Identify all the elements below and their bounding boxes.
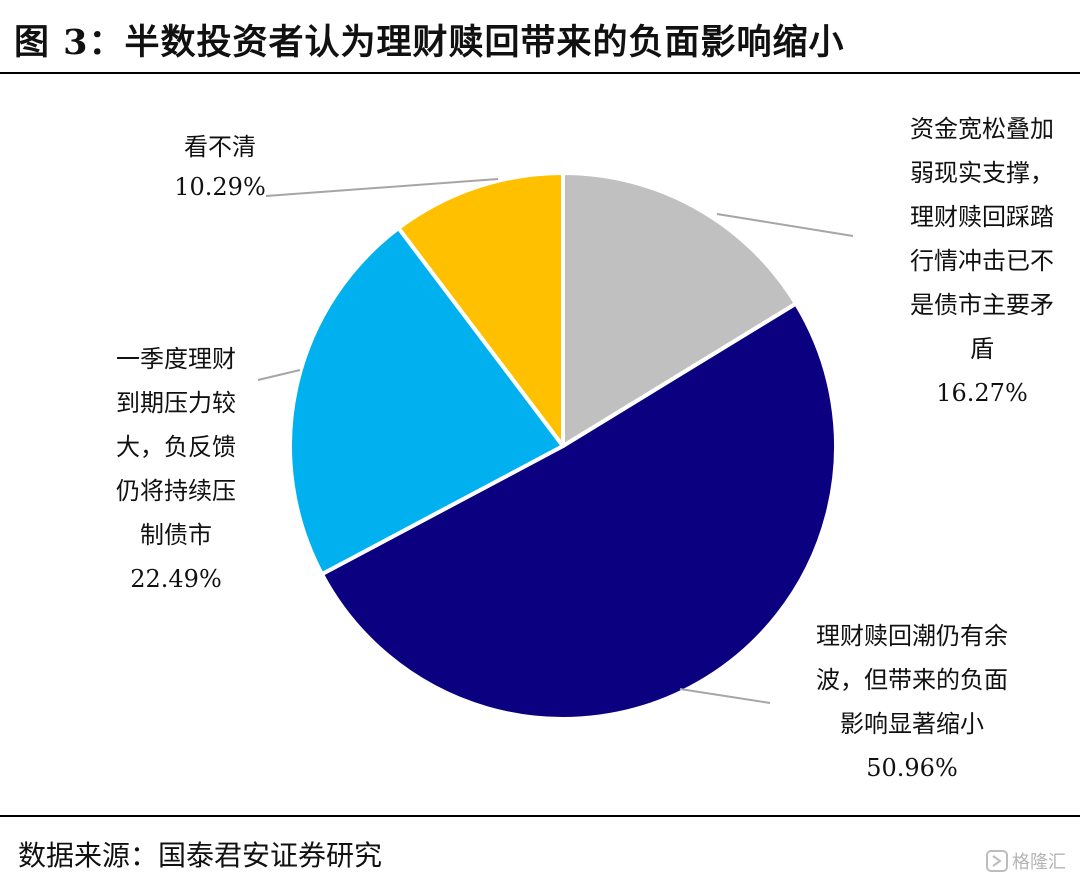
slice-label-1: 资金宽松叠加弱现实支撑， 理财赎回踩踏行情冲击已不是债市主要矛盾 16.27% (910, 115, 1054, 407)
chart-title: 图 3：半数投资者认为理财赎回带来的负面影响缩小 (14, 22, 845, 63)
title-rule (0, 72, 1080, 74)
slice-category-label-line: 看不清 (184, 133, 256, 161)
source-note: 数据来源：国泰君安证券研究 (18, 839, 383, 872)
slice-label-2: 理财赎回潮仍有余波，但带来的负面影响显著缩小 50.96% (816, 622, 1008, 782)
slice-category-label-line: 制债市 (140, 521, 212, 549)
slice-category-label-line: 大，负反馈 (116, 433, 236, 461)
slice-value-label: 22.49% (130, 565, 222, 593)
watermark-logo-icon (986, 850, 1008, 872)
slice-category-label-line: 盾 (970, 335, 994, 363)
slice-category-label-line: 仍将持续压 (116, 477, 236, 505)
slice-label-3: 一季度理财到期压力较大，负反馈仍将持续压制债市 22.49% (116, 345, 236, 593)
source-rule (0, 815, 1080, 817)
slice-category-label-line: 弱现实支撑， (910, 159, 1054, 187)
leader-lines (257, 178, 854, 704)
slice-label-4: 看不清 10.29% (174, 133, 266, 201)
pie-slice-4 (396, 171, 565, 448)
slice-category-label-line: 一季度理财 (116, 345, 236, 373)
pie-slice-2 (319, 301, 839, 721)
leader-line-3 (257, 369, 301, 381)
slice-category-label-line: 理财赎回踩踏 (910, 203, 1054, 231)
leader-line-4 (265, 178, 499, 197)
watermark-text: 格隆汇 (1012, 852, 1066, 873)
watermark: 格隆汇 (986, 848, 1066, 874)
slice-category-label-line: 资金宽松叠加 (910, 115, 1054, 143)
slice-value-label: 10.29% (174, 173, 266, 201)
slice-category-label-line: 是债市主要矛 (910, 291, 1054, 319)
slice-value-label: 50.96% (866, 754, 958, 782)
slice-labels: 资金宽松叠加弱现实支撑， 理财赎回踩踏行情冲击已不是债市主要矛盾 16.27% 理财赎… (116, 115, 1054, 782)
slice-category-label-line: 影响显著缩小 (840, 710, 984, 738)
pie-slices (288, 171, 839, 721)
pie-slice-1 (561, 171, 798, 448)
pie-slice-3 (288, 226, 565, 577)
leader-line-2 (679, 688, 771, 704)
leader-line-1 (716, 213, 854, 237)
slice-category-label-line: 行情冲击已不 (910, 247, 1054, 275)
slice-category-label-line: 波，但带来的负面 (816, 666, 1008, 694)
slice-category-label-line: 理财赎回潮仍有余 (816, 622, 1008, 650)
slice-value-label: 16.27% (936, 379, 1028, 407)
slice-category-label-line: 到期压力较 (116, 389, 236, 417)
